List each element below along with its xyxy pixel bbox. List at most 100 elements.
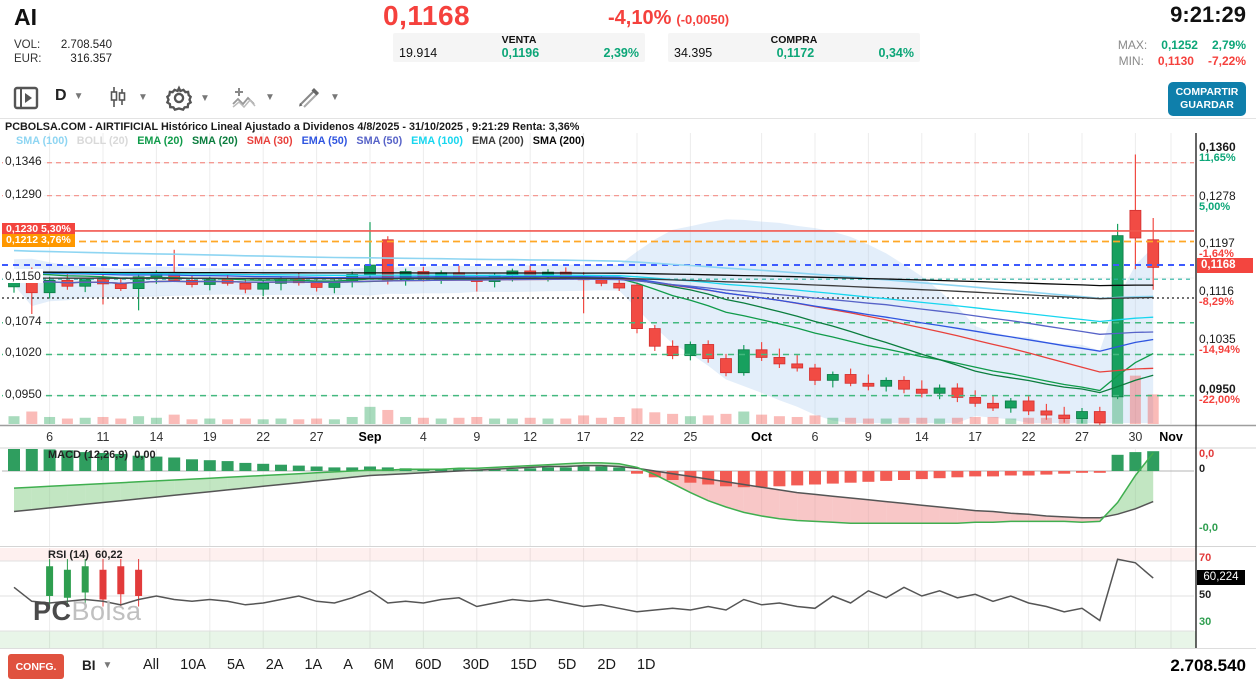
vol-value: 2.708.540 [60, 39, 112, 51]
gear-icon [165, 85, 193, 112]
x-axis: 6 11 14 19 22 27 Sep 4 9 12 17 22 25 Oct 6 9 14 17 22 27 30 N… [46, 430, 1183, 444]
line-sma50 [13, 271, 1154, 335]
range-button-a[interactable]: A [343, 657, 353, 673]
draw-tools-dropdown[interactable]: ▼ [295, 84, 340, 110]
rsi-name: RSI (14) [48, 549, 89, 561]
compra-title: COMPRA [770, 34, 818, 46]
x-axis-label: 6 [46, 430, 53, 444]
legend-item-ema200[interactable]: EMA (200) [471, 135, 524, 147]
x-axis-label: 22 [1022, 430, 1036, 444]
line-sma100 [13, 249, 1154, 300]
macd-signal-line [13, 452, 1154, 524]
pencil-icon [299, 88, 319, 108]
save-label: GUARDAR [1180, 99, 1234, 111]
x-axis-label: 22 [630, 430, 644, 444]
range-button-10a[interactable]: 10A [180, 657, 206, 673]
max-row: MAX: 0,1252 2,79% [1066, 38, 1246, 52]
chart-area[interactable]: 6 11 14 19 22 27 Sep 4 9 12 17 22 25 Oct 6 9 14 17 22 27 30 N… [0, 118, 1256, 649]
legend-item-sma200[interactable]: SMA (200) [532, 135, 585, 147]
macd-value: 0,00 [134, 449, 156, 461]
chart-toolbar: D ▼ ▼ ▼ ▼ [0, 82, 1256, 118]
moving-averages [13, 249, 1154, 394]
x-axis-label: 9 [865, 430, 872, 444]
range-button-1d[interactable]: 1D [636, 657, 656, 673]
x-axis-label: 17 [577, 430, 591, 444]
legend-item-ema20[interactable]: EMA (20) [137, 135, 183, 147]
legend-item-ema100[interactable]: EMA (100) [411, 135, 463, 147]
config-button[interactable]: CONFG. [8, 654, 64, 679]
index-dropdown[interactable]: BI ▼ [82, 658, 112, 673]
venta-pct: 2,39% [603, 46, 639, 60]
rsi-value: 60,22 [95, 549, 123, 561]
pcbolsa-watermark: PCBolsa [33, 596, 142, 627]
index-value: BI [82, 658, 96, 673]
share-save-button[interactable]: COMPARTIR GUARDAR [1168, 82, 1246, 116]
x-axis-label: 27 [1075, 430, 1089, 444]
legend-item-sma20[interactable]: SMA (20) [191, 135, 238, 147]
line-ema200 [13, 277, 1154, 300]
x-axis-label: 19 [203, 430, 217, 444]
range-button-5d[interactable]: 5D [557, 657, 577, 673]
rsi-label: RSI (14) 60,22 [48, 549, 123, 561]
range-button-2a[interactable]: 2A [265, 657, 284, 673]
legend-item-ema50[interactable]: EMA (50) [301, 135, 348, 147]
legend-item-boll[interactable]: BOLL (20) [76, 135, 129, 147]
max-min-block: MAX: 0,1252 2,79% MIN: 0,1130 -7,22% [1066, 36, 1246, 68]
range-buttons: All 10A 5A 2A 1A A 6M 60D 30D 15D 5D 2D 1D [143, 657, 655, 673]
legend-item-sma100[interactable]: SMA (100) [16, 135, 68, 147]
legend-item-sma50[interactable]: SMA (50) [356, 135, 403, 147]
vol-label: VOL: [14, 39, 41, 51]
range-button-1a[interactable]: 1A [304, 657, 323, 673]
min-label: MIN: [1118, 54, 1144, 68]
rsi-panel [0, 548, 1196, 649]
indicator-legend: SMA (100) BOLL (20) EMA (20) SMA (20) SMA (3… [16, 135, 594, 147]
macd-line [13, 464, 1154, 519]
range-button-15d[interactable]: 15D [510, 657, 537, 673]
bollinger-band [14, 219, 1154, 423]
x-axis-label: Nov [1159, 430, 1183, 444]
timeframe-dropdown[interactable]: D ▼ [55, 87, 83, 105]
x-axis-label: 14 [915, 430, 929, 444]
rsi-line [13, 558, 1154, 622]
x-axis-label: 6 [812, 430, 819, 444]
venta-quote-box: VENTA 19.914 0,1196 2,39% [393, 33, 645, 62]
sidebar-toggle-button[interactable] [12, 84, 40, 112]
x-axis-label: Oct [751, 430, 773, 444]
x-axis-label: 27 [310, 430, 324, 444]
settings-dropdown[interactable]: ▼ [165, 84, 210, 112]
volume-row: VOL: 2.708.540 [14, 39, 112, 51]
chevron-down-icon: ▼ [200, 92, 210, 104]
x-axis-label: 14 [149, 430, 163, 444]
x-axis-label: 22 [256, 430, 270, 444]
last-price: 0,1168 [383, 0, 471, 31]
range-button-30d[interactable]: 30D [462, 657, 490, 673]
change-absolute: (-0,0050) [676, 12, 730, 27]
x-axis-label: 12 [523, 430, 537, 444]
compra-size: 34.395 [674, 46, 713, 60]
chevron-down-icon: ▼ [265, 91, 275, 103]
x-axis-label: 4 [420, 430, 427, 444]
venta-price: 0,1196 [501, 46, 540, 60]
chevron-down-icon: ▼ [138, 91, 148, 103]
add-indicator-dropdown[interactable]: ▼ [230, 84, 275, 110]
symbol-ticker: AI [14, 4, 37, 30]
range-button-2d[interactable]: 2D [597, 657, 616, 673]
chart-type-dropdown[interactable]: ▼ [105, 84, 148, 110]
range-button-5a[interactable]: 5A [226, 657, 245, 673]
line-ema100 [13, 271, 1154, 323]
change-percent: -4,10% [608, 7, 672, 29]
watermark-light: Bolsa [71, 596, 142, 626]
range-button-6m[interactable]: 6M [373, 657, 395, 673]
legend-item-sma30[interactable]: SMA (30) [246, 135, 293, 147]
range-button-60d[interactable]: 60D [415, 657, 442, 673]
candlestick-icon [110, 87, 126, 107]
venta-size: 19.914 [399, 46, 438, 60]
max-price: 0,1252 [1161, 38, 1198, 52]
x-axis-label: 30 [1128, 430, 1142, 444]
bottom-toolbar: CONFG. BI ▼ All 10A 5A 2A 1A A 6M 60D 30D 15D 5D 2D… [0, 648, 1256, 683]
chevron-down-icon: ▼ [73, 90, 84, 102]
range-button-all[interactable]: All [143, 657, 160, 673]
macd-name: MACD (12,26,9) [48, 449, 129, 461]
min-pct: -7,22% [1207, 54, 1246, 68]
chevron-down-icon: ▼ [330, 91, 340, 103]
